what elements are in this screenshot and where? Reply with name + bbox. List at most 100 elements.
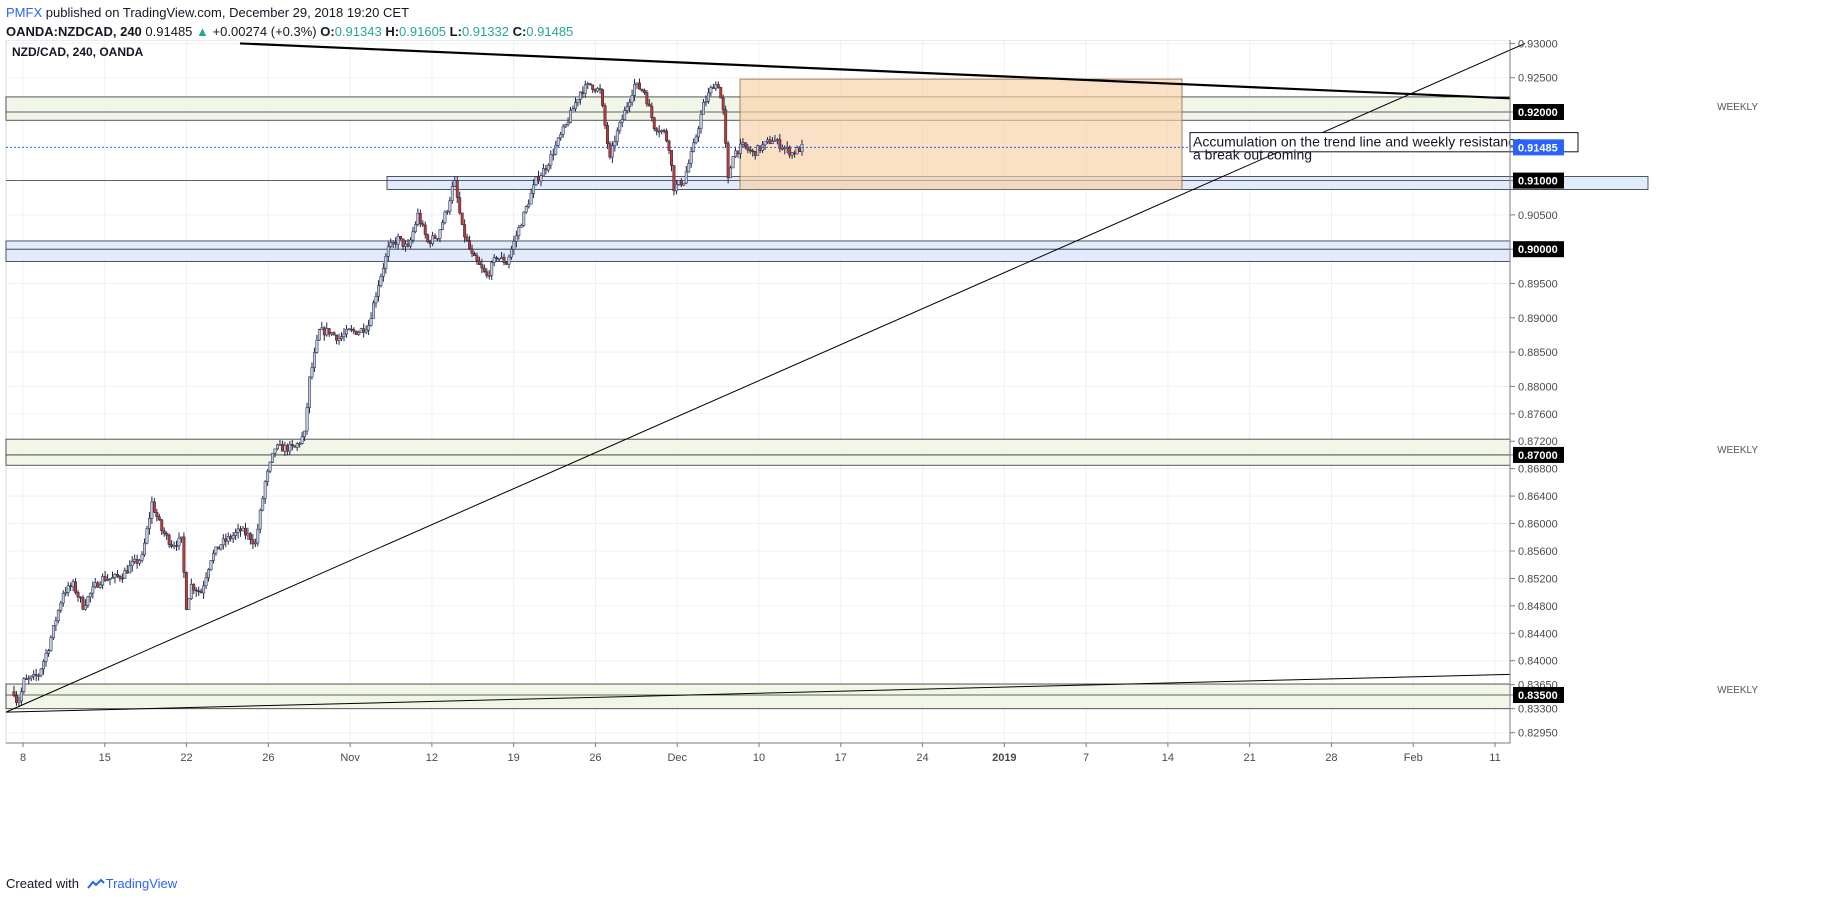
candle-body: [546, 164, 550, 171]
tradingview-brand-link[interactable]: TradingView: [105, 876, 178, 891]
candle-body: [719, 87, 723, 99]
candle-body: [253, 542, 257, 545]
candle-body: [773, 140, 777, 142]
candle-body: [753, 151, 757, 156]
candle-body: [657, 130, 661, 133]
x-tick-label: 12: [426, 752, 438, 764]
candle-body: [44, 653, 48, 662]
candle-body: [748, 149, 752, 152]
candle-body: [497, 258, 501, 260]
x-tick-label: 15: [99, 752, 111, 764]
candle-body: [133, 558, 137, 562]
candle-body: [578, 91, 582, 100]
candle-body: [684, 171, 688, 184]
candle-body: [219, 544, 223, 550]
y-tick-label: 0.84800: [1518, 601, 1558, 613]
candle-body: [61, 593, 65, 604]
candle-body: [418, 212, 422, 225]
candle-body: [372, 302, 375, 319]
candle-body: [411, 231, 415, 241]
candle-body: [327, 328, 331, 335]
created-with-label: Created with: [6, 876, 79, 891]
price-axis[interactable]: 0.93000 0.92500 0.92000 0.91485 0.91000 0.905…: [1509, 40, 1564, 743]
candle-body: [377, 285, 380, 297]
candle-body: [69, 585, 73, 588]
y-tick-label: 0.93000: [1518, 40, 1558, 50]
candle-body: [724, 109, 728, 144]
candle-body: [775, 139, 779, 141]
candle-body: [384, 256, 388, 269]
candle-body: [571, 108, 575, 111]
price-chart[interactable]: NZD/CAD, 240, OANDA WEEKLY WEEKLY WEEKLY Acc…: [0, 40, 1828, 872]
candle-body: [123, 570, 127, 579]
publisher-name[interactable]: PMFX: [6, 5, 43, 20]
x-tick-label: 10: [753, 752, 765, 764]
candle-body: [347, 328, 351, 331]
candle-body: [24, 678, 28, 680]
candle-body: [704, 101, 708, 103]
header-line-1: PMFX published on TradingView.com, Decem…: [6, 3, 1806, 22]
candle-body: [709, 87, 713, 94]
candle-body: [433, 235, 437, 239]
x-tick-label: Dec: [667, 752, 687, 764]
candlestick-series: [12, 78, 804, 708]
time-axis[interactable]: 8 15 22 26 Nov 12 19 26 Dec 10 17 24 2019 7 14 21 28 Feb 1…: [6, 742, 1510, 764]
level-badge: [1513, 686, 1564, 703]
candle-body: [106, 579, 110, 581]
candle-body: [539, 175, 543, 182]
candle-body: [93, 582, 97, 588]
tradingview-logo-icon: [86, 878, 105, 889]
y-tick-label: 0.85200: [1518, 573, 1558, 585]
candle-body: [662, 130, 666, 132]
candle-body: [197, 590, 201, 593]
candle-body: [608, 143, 612, 158]
symbol-label: OANDA:NZDCAD, 240: [6, 24, 142, 39]
close-label: C:: [512, 24, 527, 39]
candle-body: [283, 445, 287, 452]
candle-body: [416, 212, 420, 225]
x-tick-label: 17: [835, 752, 847, 764]
candle-body: [541, 168, 545, 176]
candle-body: [64, 592, 68, 594]
support-resistance-zones: [5, 78, 1649, 710]
candle-body: [162, 530, 166, 534]
candle-body: [391, 242, 395, 244]
y-tick-label: 0.87600: [1518, 409, 1558, 421]
annotation-text: Accumulation on the trend line and weekl…: [1193, 134, 1527, 150]
candle-body: [623, 110, 627, 120]
candle-body: [108, 578, 112, 580]
candle-body: [207, 569, 210, 579]
candle-body: [266, 470, 270, 482]
candle-body: [342, 333, 346, 337]
candle-body: [147, 517, 151, 529]
candle-body: [640, 88, 644, 91]
candle-body: [330, 332, 334, 335]
candle-body: [756, 145, 760, 156]
candle-body: [743, 142, 747, 148]
candle-body: [221, 538, 225, 546]
candle-body: [771, 140, 774, 144]
candle-body: [603, 105, 607, 126]
trendlines: [5, 42, 1526, 713]
candle-body: [470, 248, 474, 254]
candle-body: [460, 212, 464, 225]
candle-body: [305, 407, 309, 432]
candle-body: [699, 114, 703, 129]
candle-body: [667, 140, 671, 151]
candle-body: [615, 130, 619, 142]
y-tick-label: 0.83500: [1518, 690, 1558, 702]
candle-body: [630, 95, 634, 103]
candle-body: [167, 534, 171, 545]
low-label: L:: [449, 24, 462, 39]
candle-body: [413, 224, 417, 232]
x-tick-label: 28: [1325, 752, 1337, 764]
candle-body: [192, 584, 196, 591]
x-tick-label: 24: [916, 752, 928, 764]
candle-body: [83, 605, 87, 610]
candle-body: [369, 318, 373, 326]
candle-body: [527, 203, 531, 207]
candle-body: [436, 238, 440, 240]
candle-body: [537, 176, 540, 182]
candle-body: [485, 271, 489, 276]
candle-body: [702, 102, 705, 115]
